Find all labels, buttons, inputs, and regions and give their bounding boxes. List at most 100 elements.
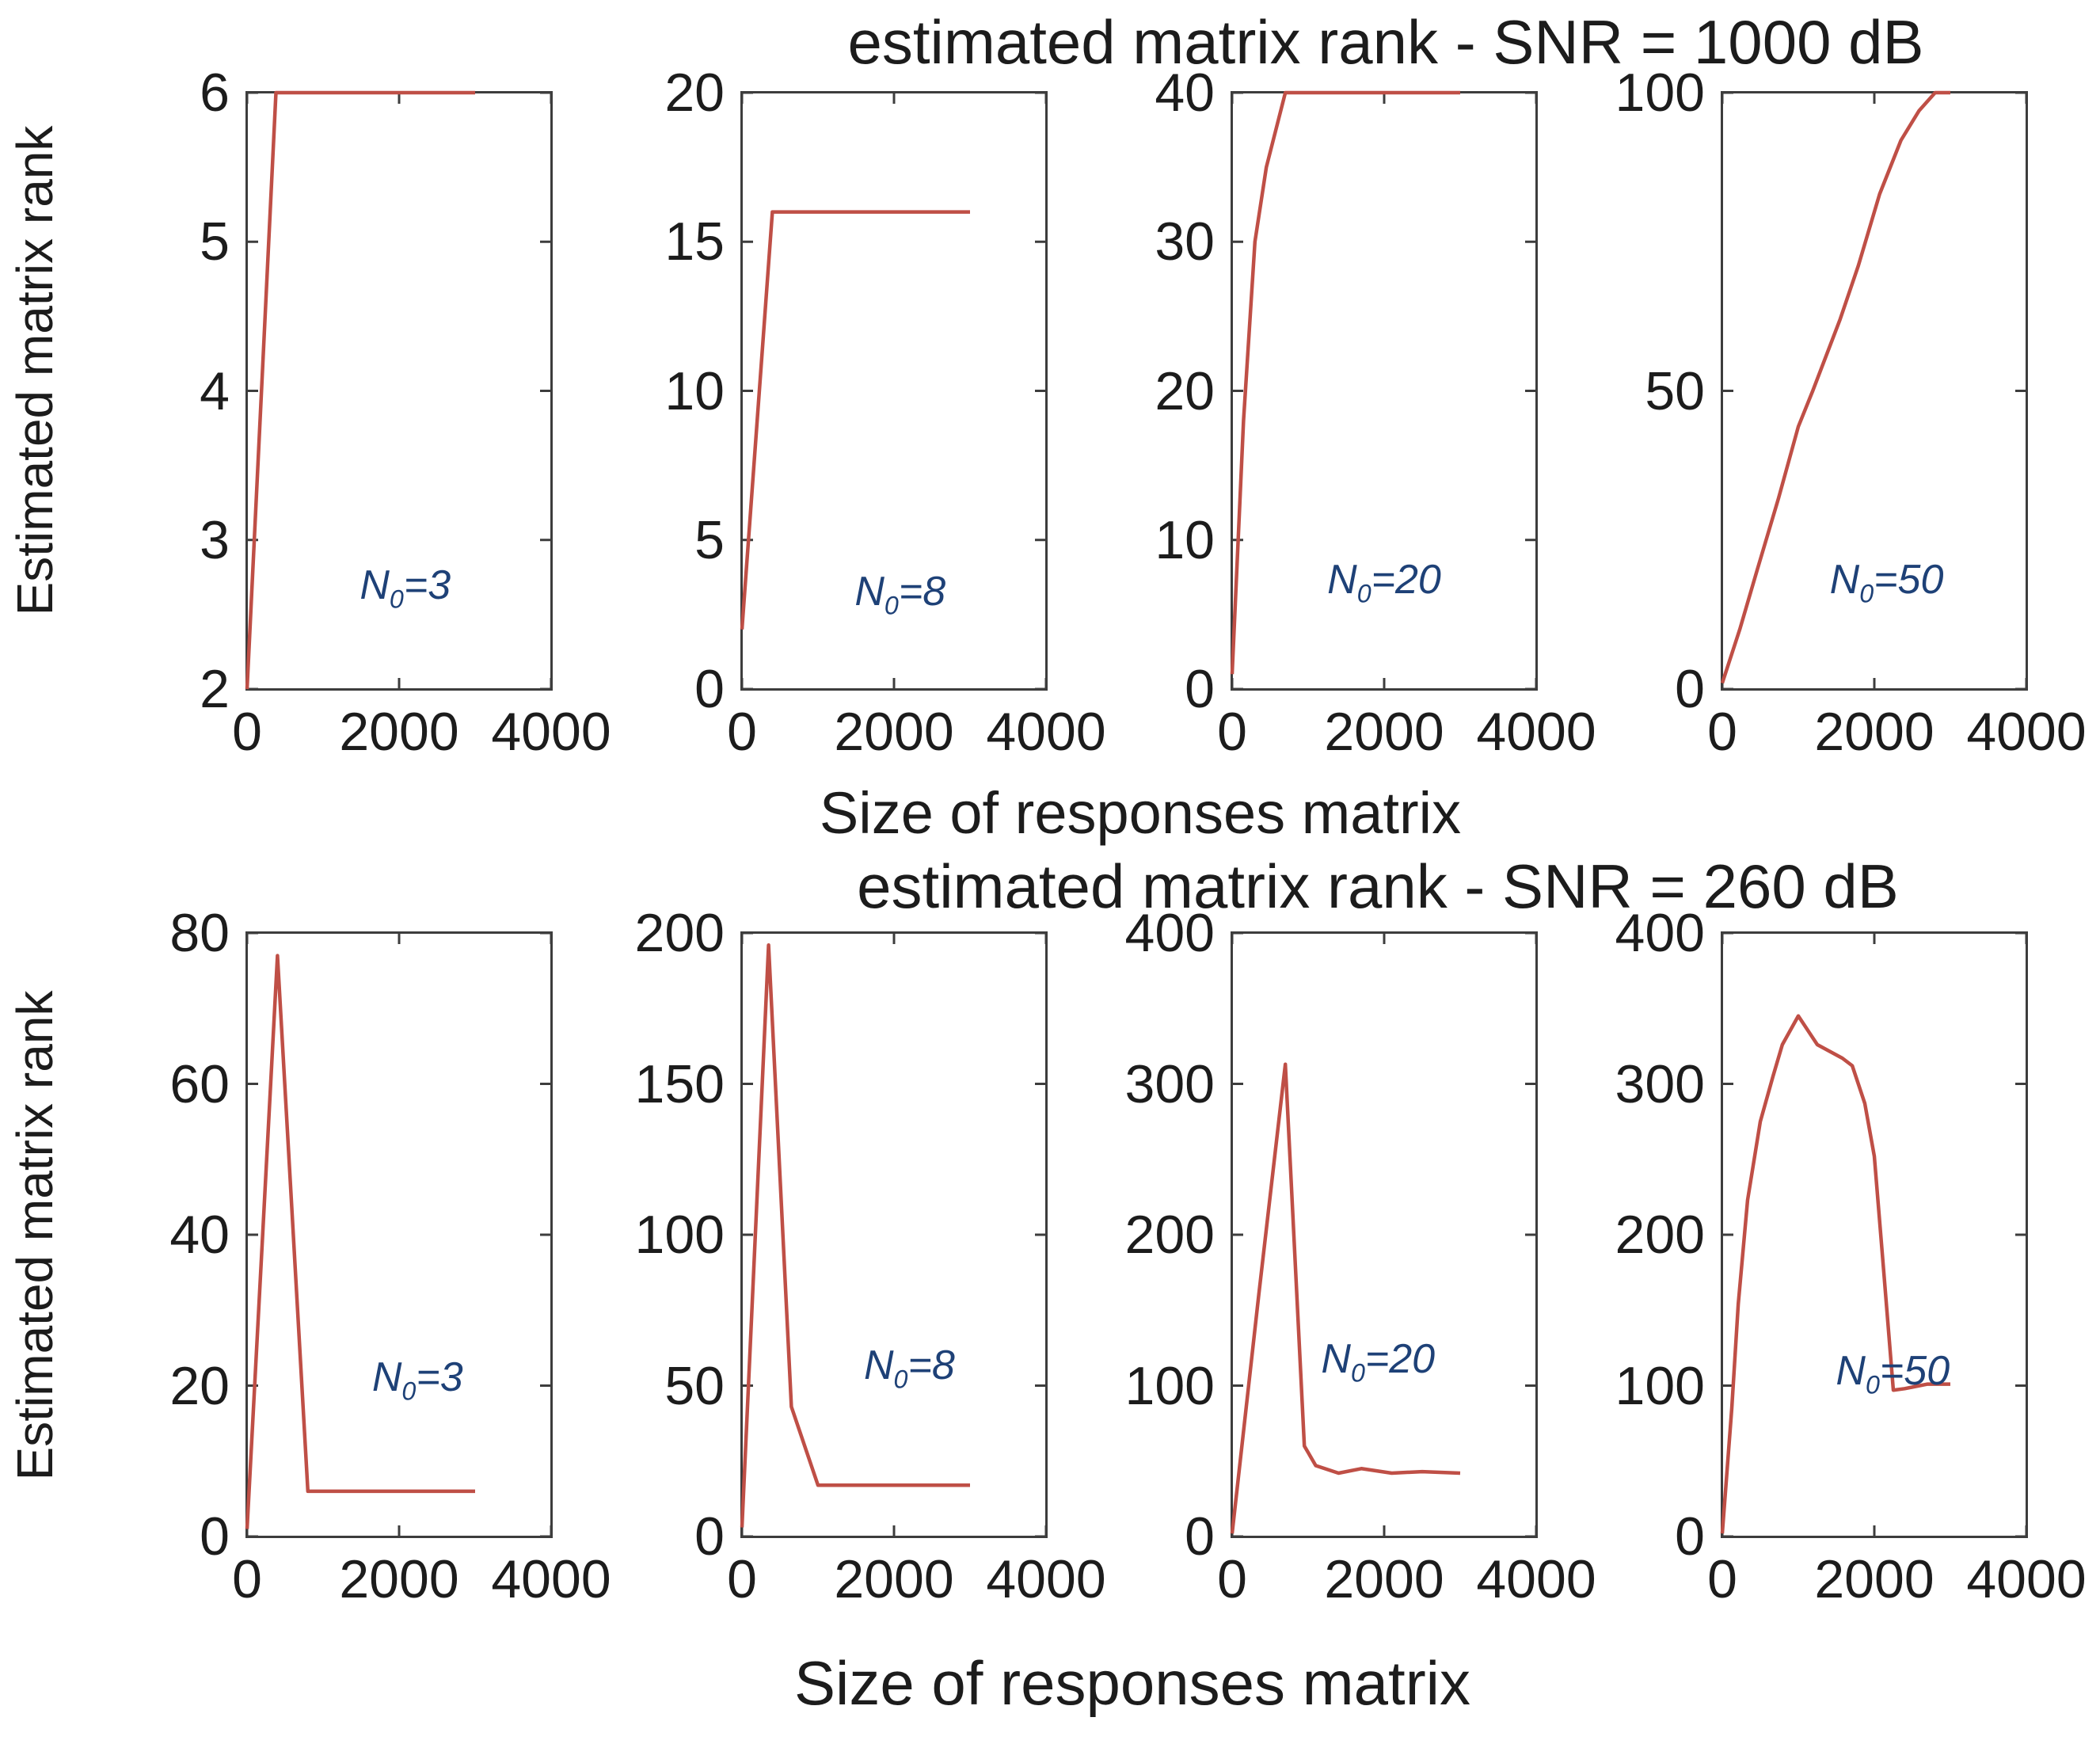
- plot-svg: [1720, 931, 2028, 1538]
- y-tick-label: 100: [634, 1205, 725, 1265]
- y-tick-label: 300: [1615, 1053, 1705, 1114]
- x-tick-label: 4000: [1476, 702, 1596, 762]
- y-tick-label: 4: [200, 360, 230, 421]
- row1-title: estimated matrix rank - SNR = 1000 dB: [847, 7, 1924, 77]
- annotation-value: =20: [1371, 556, 1441, 603]
- x-tick-label: 0: [232, 702, 262, 762]
- x-tick-label: 2000: [339, 1549, 459, 1609]
- row1-y-axis-label: Estimated matrix rank: [6, 125, 63, 616]
- n0-annotation: N0=20: [1327, 559, 1441, 607]
- n0-annotation: N0=3: [360, 565, 451, 612]
- y-tick-label: 5: [200, 211, 230, 272]
- y-tick-label: 100: [1124, 1355, 1215, 1416]
- subplot-snr1000-n0-50: N0=50 0 50 100 0 2000 4000: [1615, 66, 2087, 759]
- plot-svg: [245, 90, 553, 691]
- row2-x-axis-label: Size of responses matrix: [793, 1648, 1471, 1718]
- annotation-subscript: 0: [401, 1377, 417, 1406]
- y-tick-label: 15: [664, 211, 725, 272]
- plot-svg: [1720, 90, 2028, 691]
- subplot-snr1000-n0-20: N0=20 0 10 20 30 40 0 2000 4000: [1155, 66, 1596, 759]
- x-tick-label: 0: [1707, 1549, 1737, 1609]
- x-tick-label: 4000: [491, 702, 611, 762]
- annotation-subscript: 0: [1356, 579, 1371, 608]
- x-tick-label: 2000: [834, 1549, 954, 1609]
- x-tick-label: 0: [727, 702, 757, 762]
- x-tick-label: 4000: [1966, 702, 2087, 762]
- y-tick-label: 2: [200, 659, 230, 719]
- y-tick-label: 10: [664, 360, 725, 421]
- y-tick-label: 40: [169, 1205, 230, 1265]
- annotation-value: =3: [403, 562, 451, 609]
- y-tick-label: 100: [1615, 1355, 1705, 1416]
- annotation-subscript: 0: [1859, 579, 1874, 608]
- plot-svg: [740, 91, 1048, 691]
- n0-annotation: N0=50: [1830, 559, 1944, 607]
- x-tick-label: 2000: [1814, 1549, 1935, 1609]
- y-tick-label: 20: [664, 63, 725, 123]
- x-tick-label: 2000: [1324, 1549, 1444, 1609]
- annotation-symbol: N: [854, 569, 885, 615]
- y-tick-label: 0: [694, 1506, 725, 1567]
- subplot-snr260-n0-3: N0=3 0 20 40 60 80 0 2000 4000: [169, 906, 611, 1606]
- y-tick-label: 0: [1675, 1506, 1705, 1567]
- annotation-subscript: 0: [389, 585, 404, 614]
- annotation-symbol: N: [1327, 556, 1357, 603]
- subplot-snr1000-n0-8: N0=8 0 5 10 15 20 0 2000 4000: [664, 66, 1105, 759]
- annotation-subscript: 0: [1865, 1370, 1880, 1399]
- y-tick-label: 0: [1185, 659, 1215, 719]
- annotation-subscript: 0: [1350, 1358, 1365, 1388]
- annotation-symbol: N: [1321, 1336, 1351, 1383]
- annotation-symbol: N: [863, 1342, 894, 1388]
- plot-svg: [740, 931, 1048, 1538]
- n0-annotation: N0=3: [372, 1357, 463, 1404]
- y-tick-label: 80: [169, 903, 230, 963]
- x-tick-label: 4000: [986, 1549, 1106, 1609]
- x-tick-label: 2000: [834, 702, 954, 762]
- row2-title: estimated matrix rank - SNR = 260 dB: [857, 851, 1899, 921]
- annotation-symbol: N: [1836, 1348, 1866, 1395]
- subplot-snr260-n0-8: N0=8 0 50 100 150 200 0 2000 4000: [635, 906, 1106, 1606]
- x-tick-label: 0: [1217, 702, 1247, 762]
- x-tick-label: 0: [1707, 702, 1737, 762]
- annotation-symbol: N: [371, 1354, 402, 1401]
- y-tick-label: 50: [664, 1355, 725, 1416]
- subplot-snr260-n0-20: N0=20 0 100 200 300 400 0 2000 4000: [1125, 906, 1596, 1606]
- annotation-subscript: 0: [884, 591, 899, 620]
- y-tick-label: 0: [200, 1506, 230, 1567]
- annotation-symbol: N: [360, 562, 390, 609]
- x-tick-label: 2000: [1814, 702, 1935, 762]
- y-tick-label: 5: [694, 509, 725, 570]
- y-tick-label: 50: [1645, 360, 1705, 421]
- y-tick-label: 6: [200, 63, 230, 123]
- x-tick-label: 4000: [986, 702, 1106, 762]
- y-tick-label: 300: [1124, 1053, 1215, 1114]
- row2-y-axis-label: Estimated matrix rank: [6, 990, 63, 1481]
- y-tick-label: 0: [694, 659, 725, 719]
- x-tick-label: 0: [1217, 1549, 1247, 1609]
- annotation-value: =3: [416, 1354, 463, 1401]
- y-tick-label: 100: [1615, 63, 1705, 123]
- annotation-value: =8: [907, 1342, 955, 1388]
- annotation-value: =50: [1874, 556, 1944, 603]
- x-tick-label: 4000: [1966, 1549, 2087, 1609]
- y-tick-label: 150: [634, 1053, 725, 1114]
- x-tick-label: 4000: [491, 1549, 611, 1609]
- y-tick-label: 3: [200, 509, 230, 570]
- plot-svg: [245, 931, 553, 1538]
- x-tick-label: 0: [727, 1549, 757, 1609]
- subplot-snr1000-n0-3: N0=3 2 3 4 5 6 0 2000 4000: [200, 66, 611, 759]
- y-tick-label: 20: [169, 1355, 230, 1416]
- y-tick-label: 400: [1615, 903, 1705, 963]
- y-tick-label: 0: [1185, 1506, 1215, 1567]
- n0-annotation: N0=8: [864, 1345, 955, 1392]
- annotation-value: =20: [1364, 1336, 1436, 1383]
- x-tick-label: 4000: [1476, 1549, 1596, 1609]
- x-tick-label: 2000: [339, 702, 459, 762]
- x-tick-label: 0: [232, 1549, 262, 1609]
- annotation-symbol: N: [1829, 556, 1860, 603]
- annotation-value: =50: [1879, 1348, 1950, 1395]
- subplot-snr260-n0-50: N0=50 0 100 200 300 400 0 2000 4000: [1615, 906, 2087, 1606]
- y-tick-label: 30: [1155, 211, 1215, 272]
- y-tick-label: 400: [1124, 903, 1215, 963]
- plot-svg: [1230, 90, 1538, 691]
